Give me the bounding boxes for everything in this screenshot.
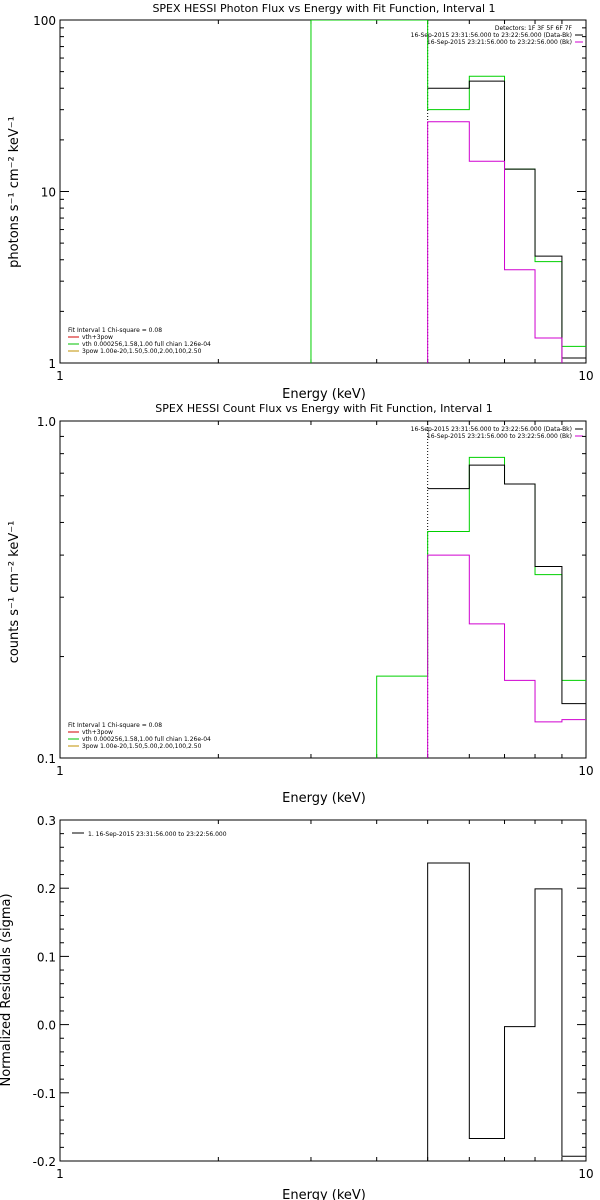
residuals-panel: Normalized Residuals (sigma) Energy (keV… [0,814,594,1200]
photon-flux-fit-line: vth 0.000256,1.58,1.00 full chian 1.26e-… [82,341,211,348]
photon-flux-series-1 [427,80,586,359]
count-flux-x-tick-label: 1 [56,764,64,778]
count-flux-panel: SPEX HESSI Count Flux vs Energy with Fit… [7,402,594,806]
residuals-y-tick-label: 0.3 [37,814,56,828]
photon-flux-info-line: Detectors: 1F 3F 5F 6F 7F [495,25,573,32]
photon-flux-x-tick-label: 10 [578,369,593,383]
count-flux-series-0 [376,456,586,758]
count-flux-fit-info: Fit Interval 1 Chi-square = 0.08vth+3pow… [68,722,211,750]
photon-flux-title: SPEX HESSI Photon Flux vs Energy with Fi… [152,2,495,15]
count-flux-ylabel: counts s⁻¹ cm⁻² keV⁻¹ [7,521,22,664]
residuals-x-tick-label: 10 [578,1167,593,1181]
photon-flux-axes-frame [59,19,587,364]
photon-flux-ylabel: photons s⁻¹ cm⁻² keV⁻¹ [7,116,22,268]
count-flux-axes-frame [59,420,587,759]
photon-flux-y-tick-label: 1 [48,357,56,371]
photon-flux-series-0 [310,20,586,363]
residuals-y-tick-label: -0.1 [33,1087,56,1101]
count-flux-y-tick-label: 0.1 [37,752,56,766]
residuals-xlabel: Energy (keV) [282,1188,366,1200]
count-flux-title: SPEX HESSI Count Flux vs Energy with Fit… [155,402,492,415]
residuals-y-tick-label: 0.2 [37,882,56,896]
count-flux-series-2 [427,554,586,758]
count-flux-fit-line: Fit Interval 1 Chi-square = 0.08 [68,722,162,729]
count-flux-x-tick-label: 10 [578,764,593,778]
count-flux-fit-line: 3pow 1.00e-20,1.50,5.00,2.00,100,2.50 [82,743,202,750]
photon-flux-panel: SPEX HESSI Photon Flux vs Energy with Fi… [7,2,594,402]
residuals-series-0 [427,862,586,1161]
photon-flux-fit-info: Fit Interval 1 Chi-square = 0.08vth+3pow… [68,327,211,355]
photon-flux-fit-line: 3pow 1.00e-20,1.50,5.00,2.00,100,2.50 [82,348,202,355]
count-flux-info-line: 16-Sep-2015 23:21:56.000 to 23:22:56.000… [427,433,572,440]
residuals-legend-text: 1. 16-Sep-2015 23:31:56.000 to 23:22:56.… [88,831,227,838]
photon-flux-info-line: 16-Sep-2015 23:21:56.000 to 23:22:56.000… [427,39,572,46]
count-flux-xlabel: Energy (keV) [282,791,366,806]
photon-flux-series-2 [427,121,563,363]
residuals-y-tick-label: -0.2 [33,1155,56,1169]
residuals-y-tick-label: 0.0 [37,1019,56,1033]
count-flux-series-1 [427,464,586,705]
photon-flux-xlabel: Energy (keV) [282,387,366,402]
count-flux-fit-line: vth 0.000256,1.58,1.00 full chian 1.26e-… [82,736,211,743]
count-flux-y-tick-label: 1.0 [37,415,56,429]
residuals-ylabel: Normalized Residuals (sigma) [0,893,14,1086]
count-flux-fit-line: vth+3pow [82,729,113,736]
residuals-y-tick-label: 0.1 [37,950,56,964]
photon-flux-fit-line: vth+3pow [82,334,113,341]
photon-flux-y-tick-label: 100 [33,14,56,28]
photon-flux-x-tick-label: 1 [56,369,64,383]
count-flux-info-line: 16-Sep-2015 23:31:56.000 to 23:22:56.000… [411,426,572,433]
photon-flux-info-line: 16-Sep-2015 23:31:56.000 to 23:22:56.000… [411,32,572,39]
photon-flux-fit-line: Fit Interval 1 Chi-square = 0.08 [68,327,162,334]
residuals-axes-frame [59,819,587,1162]
count-flux-detector-info: 16-Sep-2015 23:31:56.000 to 23:22:56.000… [411,426,583,440]
residuals-x-tick-label: 1 [56,1167,64,1181]
photon-flux-y-tick-label: 10 [41,186,56,200]
